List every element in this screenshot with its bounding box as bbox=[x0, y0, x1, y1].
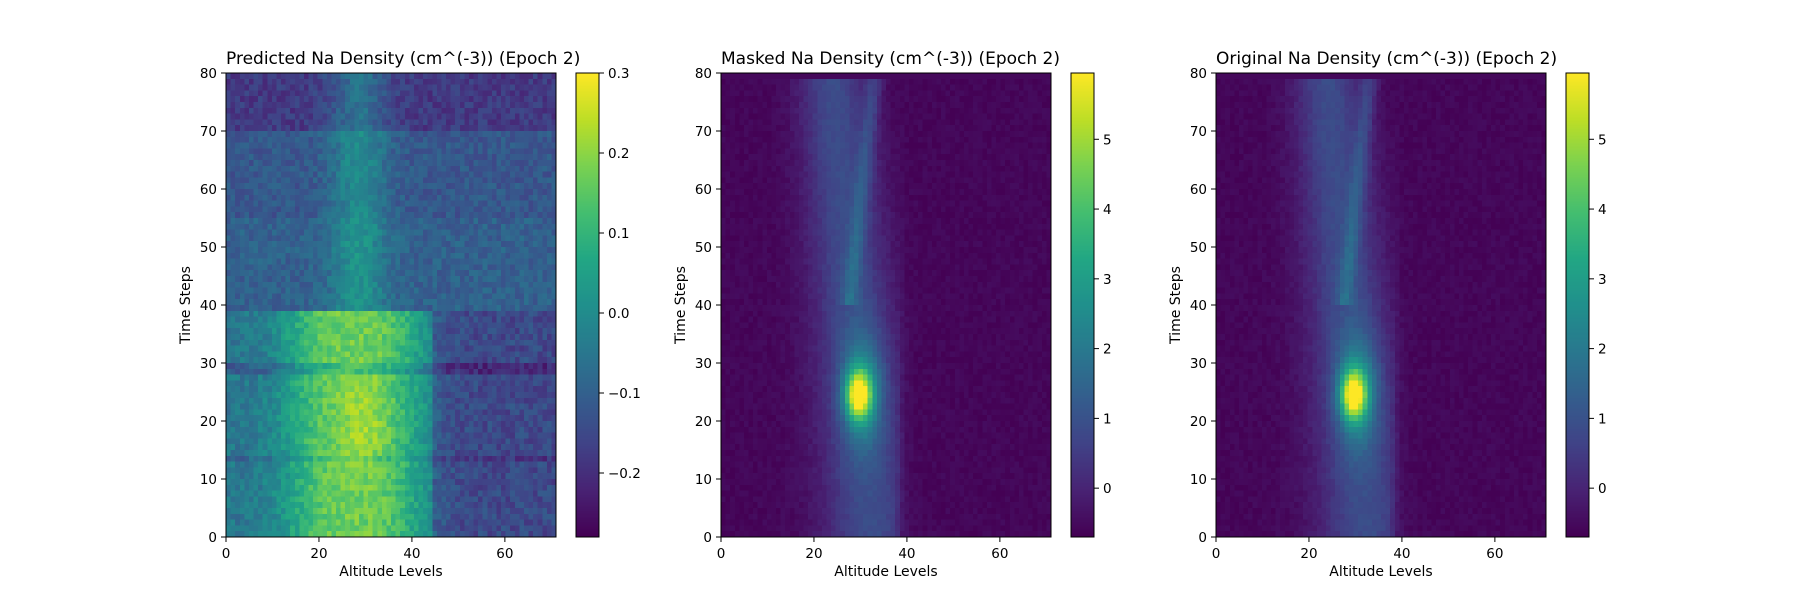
x-tick-label: 20 bbox=[310, 546, 327, 562]
colorbar-ticks: 0 1 2 3 4 5 bbox=[1589, 132, 1607, 497]
heatmap-image bbox=[226, 73, 556, 537]
y-tick-label: 40 bbox=[1190, 298, 1207, 314]
colorbar-ticks: 0 1 2 3 4 5 bbox=[1094, 132, 1112, 497]
colorbar-tick-label: 0.1 bbox=[608, 226, 629, 242]
colorbar-frame bbox=[1565, 72, 1590, 538]
x-tick-label: 40 bbox=[898, 546, 915, 562]
y-tick-label: 50 bbox=[695, 240, 712, 256]
y-tick-label: 20 bbox=[200, 414, 217, 430]
y-tick-label: 70 bbox=[200, 124, 217, 140]
colorbar-tick-label: 2 bbox=[1103, 342, 1112, 358]
y-tick-label: 50 bbox=[200, 240, 217, 256]
x-axis-label: Altitude Levels bbox=[339, 564, 442, 580]
y-tick-label: 70 bbox=[1190, 124, 1207, 140]
y-tick-label: 20 bbox=[695, 414, 712, 430]
panel-masked: Masked Na Density (cm^(-3)) (Epoch 2) 0 2… bbox=[673, 49, 1112, 580]
panel-original: Original Na Density (cm^(-3)) (Epoch 2) … bbox=[1168, 49, 1607, 580]
x-tick-label: 40 bbox=[403, 546, 420, 562]
x-ticks: 0 20 40 60 bbox=[1212, 537, 1503, 562]
colorbar-image bbox=[1566, 73, 1589, 537]
x-tick-label: 40 bbox=[1393, 546, 1410, 562]
y-tick-label: 60 bbox=[1190, 182, 1207, 198]
colorbar-tick-label: −0.2 bbox=[608, 466, 641, 482]
y-ticks: 0 10 20 30 40 50 60 70 80 bbox=[200, 66, 226, 546]
colorbar-ticks: −0.2 −0.1 0.0 0.1 0.2 0.3 bbox=[599, 66, 641, 482]
colorbar-tick-label: 0.2 bbox=[608, 146, 629, 162]
colorbar-tick-label: 5 bbox=[1103, 132, 1112, 148]
heatmap-image bbox=[721, 73, 1051, 537]
y-tick-label: 30 bbox=[1190, 356, 1207, 372]
heatmap-image bbox=[1216, 73, 1546, 537]
y-axis-label: Time Steps bbox=[178, 266, 194, 345]
y-tick-label: 30 bbox=[695, 356, 712, 372]
colorbar-tick-label: 4 bbox=[1598, 202, 1607, 218]
x-tick-label: 60 bbox=[991, 546, 1008, 562]
x-tick-label: 0 bbox=[222, 546, 231, 562]
y-tick-label: 80 bbox=[695, 66, 712, 82]
y-tick-label: 80 bbox=[1190, 66, 1207, 82]
colorbar: 0 1 2 3 4 5 bbox=[1070, 72, 1112, 538]
x-axis-label: Altitude Levels bbox=[834, 564, 937, 580]
panel-predicted: Predicted Na Density (cm^(-3)) (Epoch 2)… bbox=[178, 49, 641, 580]
y-tick-label: 60 bbox=[200, 182, 217, 198]
y-tick-label: 10 bbox=[695, 472, 712, 488]
y-tick-label: 0 bbox=[703, 530, 712, 546]
y-tick-label: 40 bbox=[200, 298, 217, 314]
y-tick-label: 50 bbox=[1190, 240, 1207, 256]
colorbar: −0.2 −0.1 0.0 0.1 0.2 0.3 bbox=[575, 66, 641, 538]
x-tick-label: 0 bbox=[1212, 546, 1221, 562]
y-ticks: 0 10 20 30 40 50 60 70 80 bbox=[695, 66, 721, 546]
colorbar-tick-label: 0 bbox=[1103, 481, 1112, 497]
colorbar-tick-label: 4 bbox=[1103, 202, 1112, 218]
colorbar-tick-label: 1 bbox=[1103, 411, 1112, 427]
colorbar-tick-label: 3 bbox=[1598, 272, 1607, 288]
y-tick-label: 0 bbox=[1198, 530, 1207, 546]
y-ticks: 0 10 20 30 40 50 60 70 80 bbox=[1190, 66, 1216, 546]
colorbar-frame bbox=[1070, 72, 1095, 538]
y-tick-label: 80 bbox=[200, 66, 217, 82]
x-tick-label: 0 bbox=[717, 546, 726, 562]
colorbar-image bbox=[1071, 73, 1094, 537]
x-ticks: 0 20 40 60 bbox=[717, 537, 1008, 562]
y-axis-label: Time Steps bbox=[673, 266, 689, 345]
x-ticks: 0 20 40 60 bbox=[222, 537, 513, 562]
y-tick-label: 0 bbox=[208, 530, 217, 546]
colorbar-tick-label: 0.0 bbox=[608, 306, 629, 322]
colorbar-frame bbox=[575, 72, 600, 538]
colorbar-tick-label: 5 bbox=[1598, 132, 1607, 148]
colorbar-tick-label: 3 bbox=[1103, 272, 1112, 288]
chart-title: Masked Na Density (cm^(-3)) (Epoch 2) bbox=[721, 49, 1060, 69]
x-tick-label: 60 bbox=[496, 546, 513, 562]
y-tick-label: 30 bbox=[200, 356, 217, 372]
x-tick-label: 60 bbox=[1486, 546, 1503, 562]
x-axis-label: Altitude Levels bbox=[1329, 564, 1432, 580]
y-tick-label: 20 bbox=[1190, 414, 1207, 430]
colorbar-tick-label: 0.3 bbox=[608, 66, 629, 82]
x-tick-label: 20 bbox=[805, 546, 822, 562]
colorbar-tick-label: −0.1 bbox=[608, 386, 641, 402]
y-tick-label: 70 bbox=[695, 124, 712, 140]
colorbar-image bbox=[576, 73, 599, 537]
colorbar-tick-label: 2 bbox=[1598, 342, 1607, 358]
colorbar-tick-label: 0 bbox=[1598, 481, 1607, 497]
y-tick-label: 60 bbox=[695, 182, 712, 198]
chart-title: Predicted Na Density (cm^(-3)) (Epoch 2) bbox=[226, 49, 580, 69]
chart-title: Original Na Density (cm^(-3)) (Epoch 2) bbox=[1216, 49, 1557, 69]
colorbar: 0 1 2 3 4 5 bbox=[1565, 72, 1607, 538]
y-axis-label: Time Steps bbox=[1168, 266, 1184, 345]
colorbar-tick-label: 1 bbox=[1598, 411, 1607, 427]
x-tick-label: 20 bbox=[1300, 546, 1317, 562]
y-tick-label: 10 bbox=[200, 472, 217, 488]
y-tick-label: 10 bbox=[1190, 472, 1207, 488]
y-tick-label: 40 bbox=[695, 298, 712, 314]
